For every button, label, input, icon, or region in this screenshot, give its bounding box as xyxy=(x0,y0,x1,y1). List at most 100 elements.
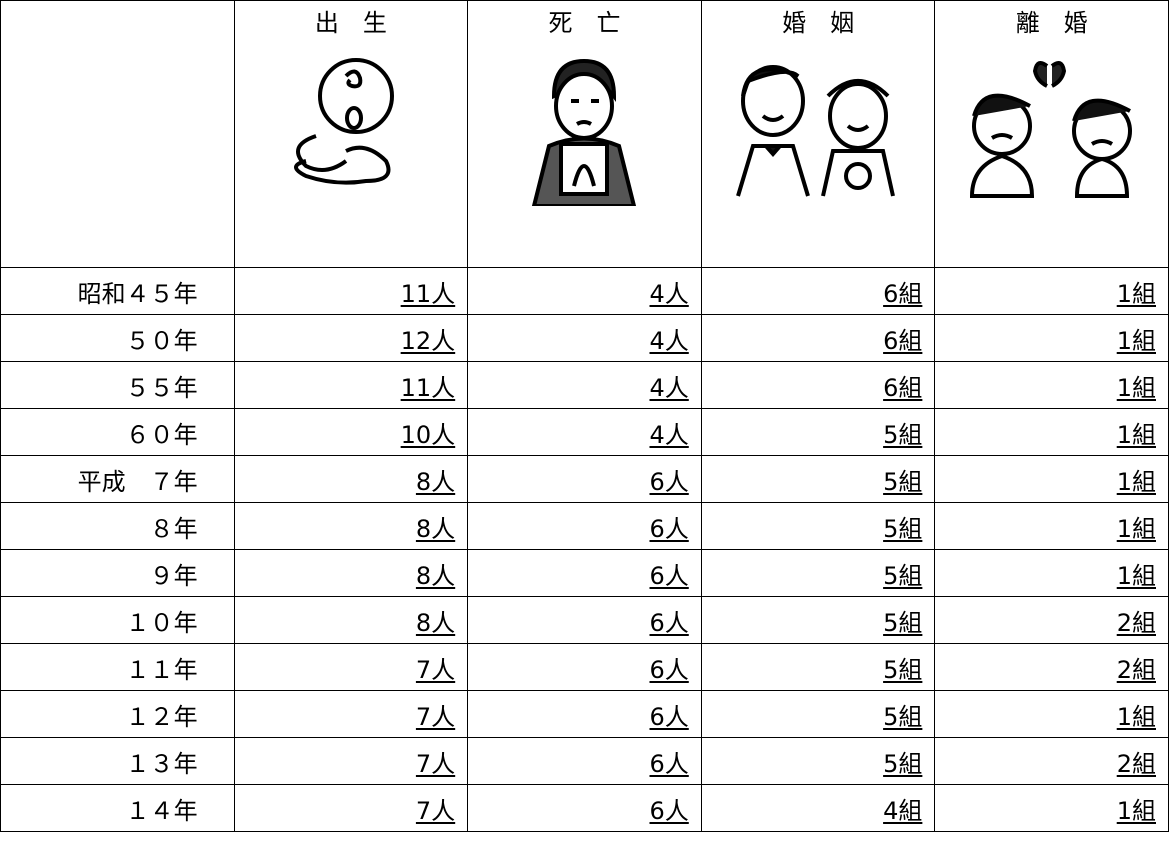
value-text: 11人 xyxy=(400,373,456,402)
table-row: ５５年 11人 4人 6組 1組 xyxy=(0,361,1169,409)
value-cell: 1組 xyxy=(934,408,1169,456)
row-label: ８年 xyxy=(0,502,235,550)
value-text: 5組 xyxy=(883,561,923,590)
value-text: 5組 xyxy=(883,655,923,684)
value-text: 8人 xyxy=(415,467,456,496)
table-row: ６０年 10人 4人 5組 1組 xyxy=(0,408,1169,456)
value-cell: 6人 xyxy=(467,784,702,832)
table-body: 出 生 死 亡 婚 姻 離 婚 昭和４５年 11人 4人 6組 1組 ５０年 12人 4人 6組… xyxy=(0,0,1169,832)
value-text: 12人 xyxy=(400,326,456,355)
value-text: 1組 xyxy=(1116,796,1156,825)
value-cell: 5組 xyxy=(700,737,936,785)
value-cell: 11人 xyxy=(233,361,469,409)
baby-icon xyxy=(293,58,394,185)
table-row: １４年 7人 6人 4組 1組 xyxy=(0,784,1169,832)
value-cell: 1組 xyxy=(934,549,1169,597)
table-row: ８年 8人 6人 5組 1組 xyxy=(0,502,1169,550)
value-text: 5組 xyxy=(883,608,923,637)
value-text: 1組 xyxy=(1116,326,1156,355)
header-cell: 婚 姻 xyxy=(700,0,936,268)
value-text: 6人 xyxy=(649,608,689,637)
header-label: 出 生 xyxy=(314,9,387,37)
value-cell: 8人 xyxy=(233,596,469,644)
value-cell: 6人 xyxy=(467,690,702,738)
row-label: ９年 xyxy=(0,549,235,597)
value-text: 7人 xyxy=(415,796,456,825)
value-cell: 6人 xyxy=(467,502,702,550)
value-cell: 4人 xyxy=(467,314,702,362)
table-row: 平成 ７年 8人 6人 5組 1組 xyxy=(0,455,1169,503)
value-text: 5組 xyxy=(883,420,923,449)
value-text: 5組 xyxy=(883,514,923,543)
value-text: 7人 xyxy=(415,702,456,731)
value-cell: 7人 xyxy=(233,737,469,785)
value-cell: 12人 xyxy=(233,314,469,362)
value-cell: 5組 xyxy=(700,596,936,644)
value-text: 4人 xyxy=(649,279,689,308)
mourner-icon xyxy=(532,58,637,206)
value-cell: 5組 xyxy=(700,455,936,503)
value-text: 7人 xyxy=(415,749,456,778)
value-text: 10人 xyxy=(400,420,456,449)
row-label: 昭和４５年 xyxy=(0,267,235,315)
value-cell: 1組 xyxy=(934,361,1169,409)
value-cell: 2組 xyxy=(934,737,1169,785)
value-text: 1組 xyxy=(1116,702,1156,731)
value-cell: 4組 xyxy=(700,784,936,832)
row-label: ５０年 xyxy=(0,314,235,362)
value-cell: 5組 xyxy=(700,549,936,597)
table-row: ９年 8人 6人 5組 1組 xyxy=(0,549,1169,597)
row-label: １１年 xyxy=(0,643,235,691)
header-label: 死 亡 xyxy=(548,9,621,37)
value-text: 5組 xyxy=(883,749,923,778)
value-text: 6人 xyxy=(649,655,689,684)
value-text: 6組 xyxy=(883,326,923,355)
value-cell: 1組 xyxy=(934,455,1169,503)
value-cell: 1組 xyxy=(934,314,1169,362)
value-text: 6人 xyxy=(649,467,689,496)
value-text: 1組 xyxy=(1116,467,1156,496)
row-label: １０年 xyxy=(0,596,235,644)
header-label: 離 婚 xyxy=(1015,9,1088,37)
wedding-icon xyxy=(736,65,896,197)
row-label: ５５年 xyxy=(0,361,235,409)
table-row: 昭和４５年 11人 4人 6組 1組 xyxy=(0,267,1169,315)
header-cell: 離 婚 xyxy=(934,0,1169,268)
value-text: 1組 xyxy=(1116,514,1156,543)
value-cell: 6人 xyxy=(467,549,702,597)
value-text: 7人 xyxy=(415,655,456,684)
value-cell: 1組 xyxy=(934,690,1169,738)
value-cell: 5組 xyxy=(700,502,936,550)
corner-cell xyxy=(0,0,235,268)
row-label: １２年 xyxy=(0,690,235,738)
value-cell: 6人 xyxy=(467,737,702,785)
value-text: 4組 xyxy=(883,796,923,825)
value-cell: 6組 xyxy=(700,314,936,362)
value-cell: 10人 xyxy=(233,408,469,456)
header-cell: 出 生 xyxy=(233,0,469,268)
value-cell: 4人 xyxy=(467,361,702,409)
value-cell: 5組 xyxy=(700,690,936,738)
table-row: １３年 7人 6人 5組 2組 xyxy=(0,737,1169,785)
value-text: 6人 xyxy=(649,561,689,590)
value-text: 4人 xyxy=(649,373,689,402)
table-row: ５０年 12人 4人 6組 1組 xyxy=(0,314,1169,362)
row-label: ６０年 xyxy=(0,408,235,456)
value-cell: 7人 xyxy=(233,690,469,738)
table-row: １０年 8人 6人 5組 2組 xyxy=(0,596,1169,644)
divorce-icon xyxy=(969,60,1132,198)
value-text: 5組 xyxy=(883,702,923,731)
value-text: 6組 xyxy=(883,373,923,402)
row-label: １４年 xyxy=(0,784,235,832)
value-cell: 1組 xyxy=(934,784,1169,832)
value-text: 6人 xyxy=(649,749,689,778)
stats-table: 出 生 死 亡 婚 姻 離 婚 昭和４５年 11人 4人 6組 1組 ５０年 12人 4人 6組… xyxy=(0,0,1169,832)
value-text: 4人 xyxy=(649,420,689,449)
value-text: 5組 xyxy=(883,467,923,496)
value-text: 11人 xyxy=(400,279,456,308)
value-text: 1組 xyxy=(1116,279,1156,308)
value-cell: 6人 xyxy=(467,643,702,691)
value-cell: 6人 xyxy=(467,455,702,503)
row-label: 平成 ７年 xyxy=(0,455,235,503)
